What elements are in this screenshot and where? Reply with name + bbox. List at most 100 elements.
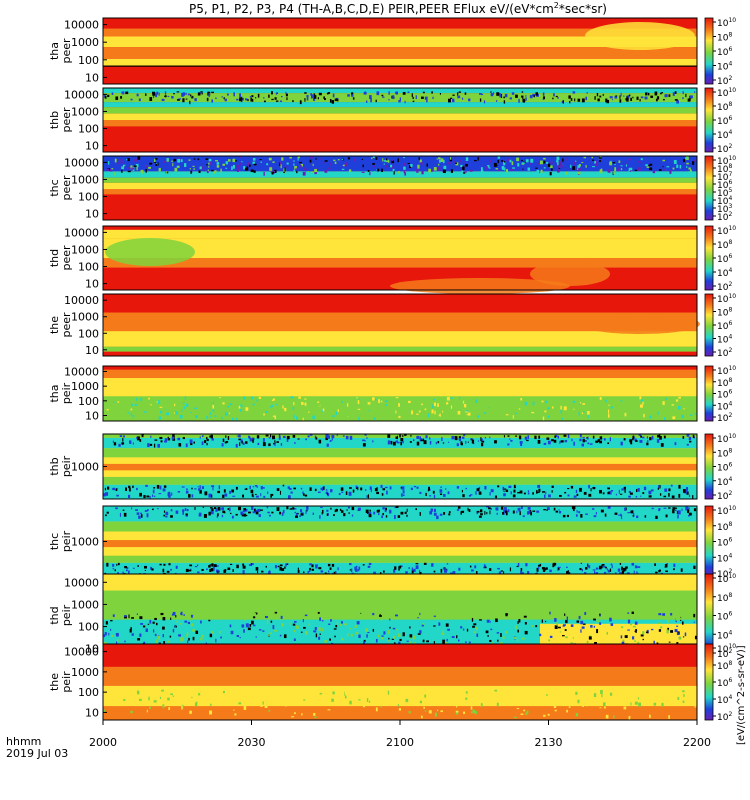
noise-speck — [495, 507, 498, 510]
noise-speck — [318, 439, 322, 444]
noise-speck — [498, 93, 502, 96]
noise-speck — [221, 416, 223, 420]
noise-speck — [651, 507, 654, 510]
noise-speck — [283, 417, 286, 420]
noise-speck — [470, 706, 473, 710]
noise-speck — [592, 159, 595, 161]
noise-speck — [144, 569, 146, 572]
noise-speck — [505, 414, 509, 416]
noise-speck — [676, 100, 679, 104]
noise-speck — [537, 491, 540, 493]
noise-speck — [609, 568, 612, 572]
noise-speck — [627, 629, 630, 631]
colorbar-tick-exponent: 8 — [728, 239, 732, 246]
noise-speck — [687, 507, 690, 509]
noise-speck — [327, 167, 331, 170]
noise-speck — [381, 515, 383, 519]
noise-speck — [325, 434, 329, 436]
noise-speck — [126, 566, 129, 570]
colorbar-tick-label: 1010 — [717, 573, 736, 585]
colorbar-tick-exponent: 3 — [728, 203, 732, 210]
noise-speck — [675, 399, 679, 402]
colorbar-tick-exponent: 6 — [728, 179, 732, 186]
noise-speck — [197, 488, 201, 491]
noise-speck — [649, 437, 652, 441]
noise-speck — [149, 619, 152, 624]
noise-speck — [120, 614, 123, 618]
noise-speck — [476, 398, 478, 403]
noise-speck — [143, 495, 146, 499]
noise-speck — [637, 488, 640, 492]
noise-speck — [159, 436, 163, 440]
noise-speck — [266, 620, 269, 625]
noise-speck — [521, 159, 523, 162]
noise-speck — [349, 487, 352, 489]
noise-speck — [373, 511, 376, 515]
noise-speck — [336, 621, 338, 626]
noise-speck — [416, 400, 418, 403]
noise-speck — [584, 611, 587, 615]
noise-speck — [347, 633, 349, 637]
panel-ylabel-line: peer — [60, 312, 73, 338]
noise-speck — [633, 570, 635, 574]
noise-speck — [509, 396, 511, 400]
noise-speck — [385, 699, 387, 701]
noise-speck — [563, 434, 567, 437]
time-row-label: hhmm — [6, 735, 41, 748]
panel-ylabel-line: tha — [48, 384, 61, 402]
noise-speck — [300, 631, 303, 633]
noise-speck — [294, 165, 297, 170]
noise-speck — [164, 440, 166, 443]
noise-speck — [130, 627, 132, 630]
noise-speck — [225, 435, 227, 438]
noise-speck — [326, 443, 329, 447]
noise-speck — [372, 156, 375, 158]
noise-speck — [274, 565, 277, 569]
ytick-label: 100 — [78, 123, 99, 136]
noise-speck — [523, 709, 526, 712]
noise-speck — [672, 509, 675, 514]
colorbar-tick-exponent: 2 — [728, 347, 732, 354]
noise-speck — [439, 513, 443, 516]
noise-speck — [442, 639, 445, 644]
noise-speck — [137, 565, 139, 567]
noise-speck — [354, 158, 356, 162]
noise-speck — [587, 436, 589, 440]
noise-speck — [399, 638, 402, 641]
noise-speck — [248, 511, 251, 514]
noise-speck — [190, 615, 194, 617]
noise-speck — [369, 95, 372, 100]
noise-speck — [269, 632, 273, 635]
noise-speck — [375, 157, 378, 160]
noise-speck — [311, 411, 314, 416]
noise-speck — [112, 440, 114, 443]
noise-speck — [198, 514, 201, 517]
noise-speck — [383, 163, 385, 165]
noise-speck — [651, 628, 654, 631]
noise-speck — [289, 622, 291, 625]
noise-speck — [503, 96, 505, 99]
colorbar-tick-exponent: 10 — [728, 505, 736, 512]
noise-speck — [595, 512, 597, 515]
noise-speck — [437, 709, 439, 712]
noise-speck — [150, 403, 152, 406]
noise-speck — [541, 567, 545, 570]
noise-speck — [518, 507, 521, 512]
spectrogram-blob — [580, 314, 700, 334]
noise-speck — [599, 707, 602, 709]
noise-speck — [419, 512, 421, 516]
noise-speck — [591, 156, 594, 159]
noise-speck — [383, 414, 386, 417]
noise-speck — [572, 166, 575, 170]
noise-speck — [538, 564, 541, 567]
noise-speck — [161, 689, 165, 692]
noise-speck — [153, 487, 156, 489]
noise-speck — [441, 632, 445, 635]
noise-speck — [357, 507, 361, 511]
noise-speck — [185, 98, 188, 100]
noise-speck — [315, 633, 318, 638]
colorbar-tick-base: 10 — [717, 213, 729, 223]
noise-speck — [211, 438, 214, 441]
noise-speck — [165, 511, 169, 516]
